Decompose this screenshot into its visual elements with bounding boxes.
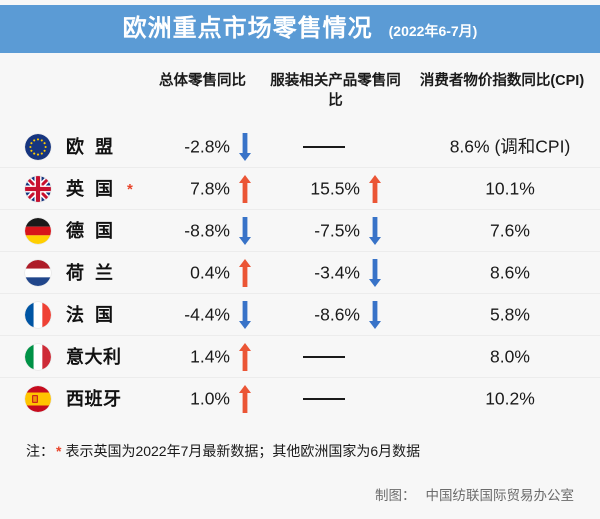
table-row: 法国 -4.4% -8.6% 5.8% — [0, 294, 600, 336]
footnote-prefix: 注： — [26, 443, 54, 459]
no-data-dash — [303, 145, 345, 148]
data-table: 欧盟-2.8%——8.6% (调和CPI)英国*7.8%15.5%10.1%德国… — [0, 126, 600, 419]
country-name-label: 荷兰 — [66, 262, 124, 283]
arrow-down-icon — [368, 300, 382, 329]
italy-flag-icon — [25, 343, 51, 370]
cell-total-retail: 1.4% — [190, 345, 230, 366]
column-header-cpi: 消费者物价指数同比(CPI) — [419, 73, 585, 89]
cell-cpi: 8.6% — [490, 261, 530, 282]
cell-cpi: 7.6% — [490, 219, 530, 240]
page-period: (2022年6-7月) — [388, 23, 478, 39]
column-header-total-retail: 总体零售同比 — [159, 73, 246, 89]
cell-cpi: 10.2% — [485, 387, 535, 408]
footnote-text: 表示英国为2022年7月最新数据；其他欧洲国家为6月数据 — [65, 443, 421, 459]
france-flag-icon — [25, 301, 51, 328]
germany-flag-icon — [25, 217, 51, 244]
header-bar: 欧洲重点市场零售情况 (2022年6-7月) — [0, 5, 600, 53]
footnote-star-icon: * — [56, 443, 62, 459]
page-title: 欧洲重点市场零售情况 — [122, 15, 373, 42]
table-row: 德国 -8.8% -7.5% 7.6% — [0, 210, 600, 252]
country-name: 意大利 — [66, 348, 122, 366]
cell-total-retail: -2.8% — [184, 135, 230, 156]
asterisk-icon: * — [127, 180, 133, 198]
country-name: 法国 — [66, 306, 124, 324]
cell-cpi: 5.8% — [490, 303, 530, 324]
arrow-up-icon — [238, 342, 252, 371]
cell-apparel-retail: -8.6% — [314, 303, 360, 324]
cell-apparel-retail: -3.4% — [314, 261, 360, 282]
cell-total-retail: 0.4% — [190, 261, 230, 282]
cell-apparel-retail: -7.5% — [314, 219, 360, 240]
table-row: 欧盟-2.8%——8.6% (调和CPI) — [0, 126, 600, 168]
spain-flag-icon — [25, 385, 51, 412]
arrow-up-icon — [368, 174, 382, 203]
arrow-up-icon — [238, 384, 252, 413]
cell-total-retail: -4.4% — [184, 303, 230, 324]
cell-cpi: 8.0% — [490, 345, 530, 366]
eu-flag-icon — [25, 133, 51, 160]
country-name: 西班牙 — [66, 390, 122, 408]
arrow-up-icon — [238, 258, 252, 287]
cell-total-retail: -8.8% — [184, 219, 230, 240]
country-name: 荷兰 — [66, 264, 124, 282]
country-name: 欧盟 — [66, 138, 124, 156]
credit-value: 中国纺联国际贸易办公室 — [425, 488, 575, 503]
country-name-label: 意大利 — [66, 346, 122, 367]
column-header-apparel-retail: 服装相关产品零售同比 — [270, 73, 401, 109]
cell-cpi: 8.6% (调和CPI) — [449, 135, 571, 156]
arrow-down-icon — [368, 216, 382, 245]
arrow-down-icon — [238, 300, 252, 329]
cell-cpi: 10.1% — [485, 177, 535, 198]
credit-line: 制图： 中国纺联国际贸易办公室 — [375, 489, 574, 503]
country-name-label: 欧盟 — [66, 136, 124, 157]
arrow-up-icon — [238, 174, 252, 203]
cell-total-retail: 1.0% — [190, 387, 230, 408]
no-data-dash — [303, 397, 345, 400]
cell-total-retail: 7.8% — [190, 177, 230, 198]
netherlands-flag-icon — [25, 259, 51, 286]
country-name: 德国 — [66, 222, 124, 240]
country-name-label: 法国 — [66, 304, 124, 325]
country-name-label: 德国 — [66, 220, 124, 241]
footnote: 注： * 表示英国为2022年7月最新数据；其他欧洲国家为6月数据 — [26, 444, 420, 458]
column-header-row: 总体零售同比 服装相关产品零售同比 消费者物价指数同比(CPI) — [0, 62, 600, 124]
table-row: 英国 * 7.8% 15.5% 10.1% — [0, 168, 600, 210]
uk-flag-icon — [25, 175, 51, 202]
country-name: 英国 * — [66, 180, 133, 198]
country-name-label: 英国 — [66, 178, 124, 199]
arrow-down-icon — [368, 258, 382, 287]
arrow-down-icon — [238, 132, 252, 161]
country-name-label: 西班牙 — [66, 388, 122, 409]
cell-apparel-retail: 15.5% — [310, 177, 360, 198]
no-data-dash — [303, 355, 345, 358]
arrow-down-icon — [238, 216, 252, 245]
table-row: 荷兰 0.4% -3.4% 8.6% — [0, 252, 600, 294]
credit-label: 制图： — [375, 488, 416, 503]
